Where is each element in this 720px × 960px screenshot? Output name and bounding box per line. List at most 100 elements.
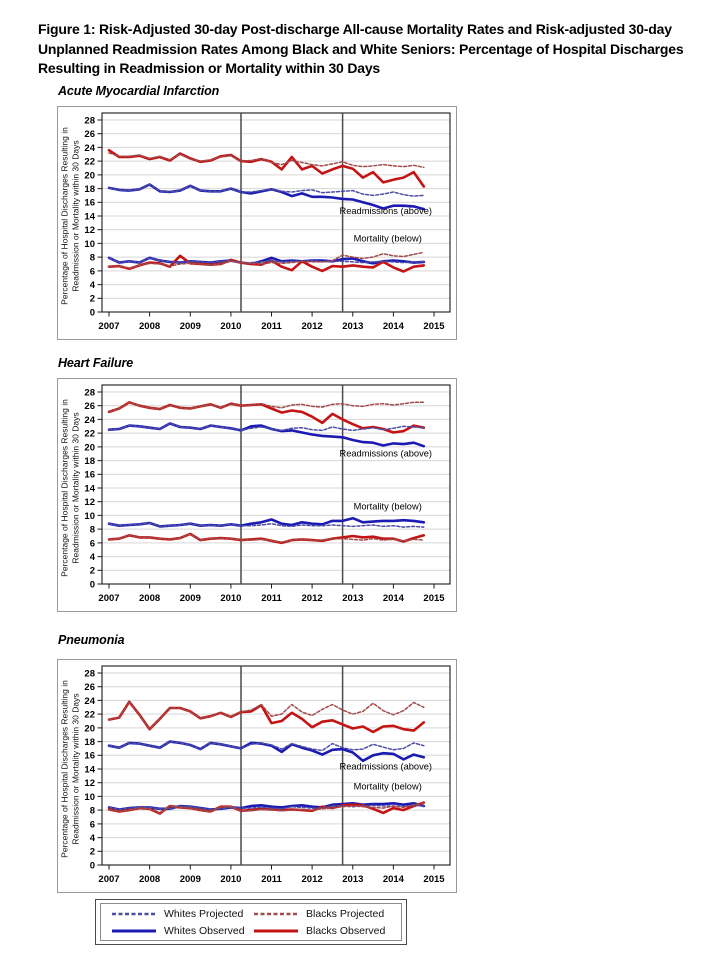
svg-text:2010: 2010: [220, 321, 241, 332]
svg-text:2015: 2015: [423, 321, 445, 332]
figure-title-line: Resulting in Readmission or Mortality wi…: [38, 60, 380, 76]
svg-text:2007: 2007: [98, 321, 119, 332]
svg-text:Readmission or Mortality withi: Readmission or Mortality within 30 Days: [71, 693, 81, 844]
svg-text:2013: 2013: [342, 874, 363, 885]
chart-heart-failure: 0 2 4 6 8 10 12 14 16 18 20 22 24 26 28 2007 2008 2009 201…: [57, 378, 457, 612]
legend-items: Whites Projected Blacks Projected Whites O…: [100, 903, 402, 941]
svg-text:26: 26: [84, 682, 95, 693]
svg-text:2014: 2014: [383, 593, 405, 604]
svg-text:20: 20: [84, 723, 95, 734]
svg-text:22: 22: [84, 429, 95, 440]
svg-text:Readmission or Mortality withi: Readmission or Mortality within 30 Days: [71, 412, 81, 563]
svg-text:6: 6: [90, 266, 95, 277]
svg-text:2: 2: [90, 294, 95, 305]
svg-text:2014: 2014: [383, 874, 405, 885]
svg-text:2011: 2011: [261, 321, 282, 332]
svg-text:14: 14: [84, 211, 95, 222]
svg-text:24: 24: [84, 143, 95, 154]
chart-title-pneumonia: Pneumonia: [58, 633, 125, 647]
svg-text:2: 2: [90, 566, 95, 577]
dashed-line-sample-icon: [254, 912, 298, 915]
svg-text:4: 4: [90, 280, 96, 291]
svg-text:2009: 2009: [180, 874, 201, 885]
svg-text:10: 10: [84, 239, 95, 250]
svg-text:2010: 2010: [220, 593, 241, 604]
legend-label: Whites Observed: [164, 924, 245, 937]
svg-text:10: 10: [84, 511, 95, 522]
svg-text:Mortality (below): Mortality (below): [354, 501, 422, 511]
chart-title-acute-myocardial-infarction: Acute Myocardial Infarction: [58, 84, 220, 98]
svg-text:Readmission or Mortality withi: Readmission or Mortality within 30 Days: [71, 140, 81, 291]
svg-text:Percentage of Hospital Dischar: Percentage of Hospital Discharges Result…: [60, 680, 70, 858]
solid-line-sample-icon: [254, 929, 298, 932]
svg-text:26: 26: [84, 401, 95, 412]
legend-item-whites-observed: Whites Observed: [111, 925, 253, 937]
legend-item-whites-projected: Whites Projected: [111, 908, 253, 920]
svg-text:2009: 2009: [180, 593, 201, 604]
chart-acute-myocardial-infarction: 0 2 4 6 8 10 12 14 16 18 20 22 24 26 28 2007 2008 2009 201…: [57, 106, 457, 340]
svg-text:12: 12: [84, 497, 95, 508]
svg-text:14: 14: [84, 764, 95, 775]
svg-text:Mortality (below): Mortality (below): [354, 233, 422, 243]
svg-text:24: 24: [84, 696, 95, 707]
svg-text:6: 6: [90, 538, 95, 549]
svg-text:12: 12: [84, 778, 95, 789]
svg-text:16: 16: [84, 198, 95, 209]
svg-text:0: 0: [90, 579, 95, 590]
svg-text:2012: 2012: [302, 593, 323, 604]
svg-text:2011: 2011: [261, 874, 282, 885]
svg-text:20: 20: [84, 442, 95, 453]
svg-text:20: 20: [84, 170, 95, 181]
svg-text:2012: 2012: [302, 874, 323, 885]
svg-text:22: 22: [84, 157, 95, 168]
svg-text:8: 8: [90, 525, 95, 536]
svg-text:2015: 2015: [423, 593, 445, 604]
svg-text:Readmissions (above): Readmissions (above): [340, 206, 433, 216]
svg-text:2007: 2007: [98, 593, 119, 604]
svg-text:14: 14: [84, 483, 95, 494]
svg-text:2015: 2015: [423, 874, 445, 885]
svg-text:8: 8: [90, 806, 95, 817]
svg-text:2008: 2008: [139, 874, 160, 885]
svg-text:28: 28: [84, 115, 95, 126]
svg-text:2008: 2008: [139, 593, 160, 604]
svg-text:Readmissions (above): Readmissions (above): [340, 449, 433, 459]
svg-text:28: 28: [84, 387, 95, 398]
svg-text:18: 18: [84, 737, 95, 748]
svg-text:Percentage of Hospital Dischar: Percentage of Hospital Discharges Result…: [60, 399, 70, 577]
legend-label: Blacks Projected: [306, 907, 385, 920]
svg-text:2014: 2014: [383, 321, 405, 332]
svg-text:Mortality (below): Mortality (below): [354, 782, 422, 792]
svg-text:2012: 2012: [302, 321, 323, 332]
legend-item-blacks-observed: Blacks Observed: [253, 925, 395, 937]
figure-title-line: Unplanned Readmission Rates Among Black …: [38, 40, 684, 57]
chart-title-heart-failure: Heart Failure: [58, 356, 134, 370]
svg-text:18: 18: [84, 456, 95, 467]
svg-text:12: 12: [84, 225, 95, 236]
svg-text:4: 4: [90, 833, 96, 844]
legend-label: Whites Projected: [164, 907, 244, 920]
svg-text:16: 16: [84, 470, 95, 481]
svg-text:2013: 2013: [342, 321, 363, 332]
svg-text:28: 28: [84, 668, 95, 679]
svg-text:2009: 2009: [180, 321, 201, 332]
svg-text:2010: 2010: [220, 874, 241, 885]
svg-text:18: 18: [84, 184, 95, 195]
chart-pneumonia: 0 2 4 6 8 10 12 14 16 18 20 22 24 26 28 2007 2008 2009 201…: [57, 659, 457, 893]
svg-text:Percentage of Hospital Dischar: Percentage of Hospital Discharges Result…: [60, 127, 70, 305]
svg-text:2008: 2008: [139, 321, 160, 332]
svg-text:6: 6: [90, 819, 95, 830]
legend-label: Blacks Observed: [306, 924, 386, 937]
svg-text:22: 22: [84, 710, 95, 721]
svg-text:10: 10: [84, 792, 95, 803]
svg-text:24: 24: [84, 415, 95, 426]
svg-text:16: 16: [84, 751, 95, 762]
legend-item-blacks-projected: Blacks Projected: [253, 908, 395, 920]
svg-text:26: 26: [84, 129, 95, 140]
svg-text:2011: 2011: [261, 593, 282, 604]
svg-text:2013: 2013: [342, 593, 363, 604]
